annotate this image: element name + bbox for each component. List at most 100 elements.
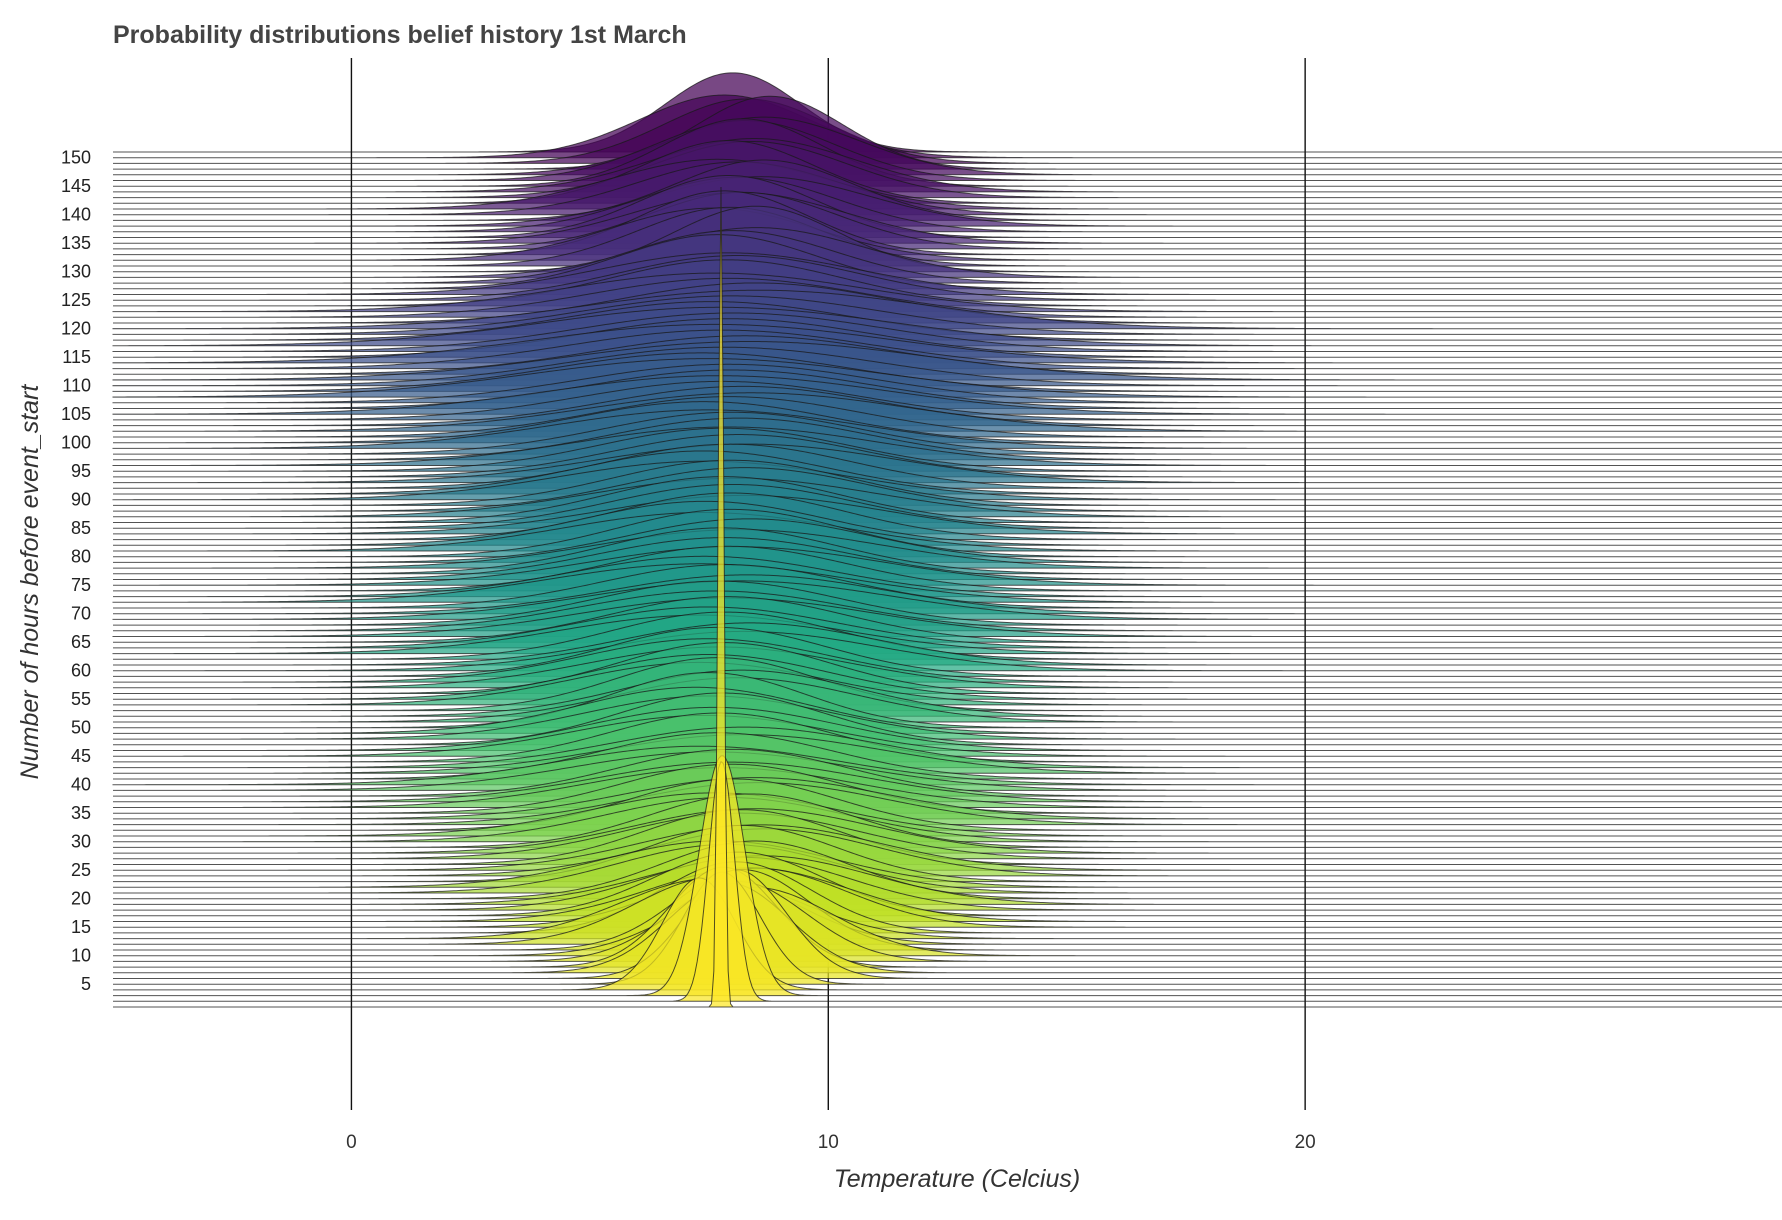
x-tick-label: 20 — [1295, 1132, 1316, 1153]
y-tick-label: 105 — [61, 404, 91, 424]
y-tick-label: 35 — [71, 803, 91, 823]
ridge-hour-99 — [112, 409, 1782, 449]
y-tick-label: 80 — [71, 547, 91, 567]
y-tick-label: 50 — [71, 718, 91, 738]
ridge-hour-75 — [113, 546, 1782, 586]
ridge-hour-78 — [113, 529, 1782, 569]
ridge-hour-95 — [113, 427, 1782, 472]
ridge-hour-50 — [113, 672, 1782, 729]
ridge-hour-42 — [113, 734, 1782, 774]
y-tick-label: 145 — [61, 176, 91, 196]
ridge-hour-39 — [113, 751, 1782, 791]
ridge-hour-135 — [113, 191, 1782, 244]
ridge-hour-4 — [113, 877, 1782, 991]
y-tick-label: 70 — [71, 604, 91, 624]
ridge-hour-3 — [113, 755, 1782, 997]
ridge-hour-13 — [113, 877, 1782, 940]
ridge-hour-125 — [113, 255, 1782, 301]
y-tick-label: 90 — [71, 490, 91, 510]
ridge-hour-151 — [113, 72, 1782, 153]
ridge-hour-138 — [113, 176, 1782, 227]
ridge-hour-86 — [113, 476, 1782, 523]
ridge-hour-2 — [113, 760, 1782, 1002]
y-tick-label: 10 — [71, 946, 91, 966]
ridge-hour-18 — [113, 856, 1782, 911]
ridge-hour-63 — [112, 614, 1782, 655]
ridge-hour-84 — [113, 494, 1782, 535]
y-tick-label: 20 — [71, 889, 91, 909]
ridge-hour-9 — [113, 881, 1782, 962]
ridge-hour-32 — [113, 778, 1782, 831]
y-tick-label: 30 — [71, 832, 91, 852]
y-tick-label: 60 — [71, 661, 91, 681]
ridge-hour-148 — [113, 95, 1782, 170]
ridge-hour-133 — [113, 190, 1782, 256]
x-axis-label: Temperature (Celcius) — [834, 1165, 1080, 1193]
ridge-hour-81 — [113, 511, 1782, 552]
ridge-hour-51 — [113, 677, 1782, 723]
ridge-hour-52 — [113, 669, 1782, 717]
y-tick-label: 140 — [61, 205, 91, 225]
y-tick-label: 5 — [81, 974, 91, 994]
ridge-hour-71 — [113, 564, 1782, 609]
ridge-hour-142 — [113, 140, 1782, 204]
ridge-hour-90 — [112, 460, 1782, 501]
y-tick-label: 125 — [61, 290, 91, 310]
ridge-hour-76 — [113, 537, 1782, 580]
ridge-hour-28 — [113, 808, 1782, 854]
ridge-hour-77 — [113, 527, 1782, 575]
ridge-hour-140 — [113, 161, 1782, 216]
ridge-hour-1 — [113, 186, 1782, 1008]
ridge-hour-38 — [113, 748, 1782, 797]
ridge-hour-104 — [113, 380, 1782, 421]
y-tick-label: 55 — [71, 689, 91, 709]
ridge-hour-59 — [113, 626, 1782, 677]
ridge-hour-16 — [113, 867, 1782, 922]
ridge-hour-144 — [113, 138, 1782, 193]
ridge-hour-131 — [113, 206, 1782, 267]
ridge-hour-136 — [113, 175, 1782, 238]
y-tick-label: 100 — [61, 433, 91, 453]
ridge-hour-80 — [113, 508, 1782, 558]
ridge-hour-72 — [112, 563, 1782, 603]
ridge-hour-47 — [113, 692, 1782, 746]
ridge-hour-19 — [113, 855, 1782, 905]
ridge-hour-66 — [112, 597, 1782, 637]
chart-title: Probability distributions belief history… — [113, 21, 687, 49]
ridge-hour-17 — [113, 851, 1782, 917]
ridge-hour-37 — [113, 761, 1782, 803]
ridge-hour-14 — [113, 861, 1782, 934]
ridge-hour-58 — [113, 638, 1782, 683]
y-tick-label: 115 — [62, 347, 91, 367]
ridge-hour-29 — [113, 793, 1782, 848]
ridge-hour-128 — [113, 230, 1782, 284]
ridge-hour-20 — [113, 840, 1782, 900]
ridge-hour-65 — [113, 596, 1782, 643]
ridge-hour-98 — [113, 411, 1782, 455]
ridge-hour-22 — [113, 840, 1782, 888]
ridge-hour-48 — [113, 695, 1782, 740]
y-tick-label: 150 — [61, 148, 91, 168]
ridge-hour-56 — [113, 642, 1782, 694]
ridge-hour-85 — [113, 483, 1782, 529]
ridge-hour-25 — [113, 824, 1782, 871]
y-tick-label: 85 — [71, 518, 91, 538]
ridge-hour-30 — [113, 796, 1782, 843]
ridge-hour-124 — [113, 259, 1782, 307]
y-tick-label: 95 — [71, 461, 91, 481]
y-tick-label: 110 — [62, 376, 91, 396]
ridge-hour-149 — [113, 98, 1782, 164]
ridge-hour-7 — [113, 882, 1782, 974]
y-tick-label: 15 — [71, 917, 91, 937]
ridge-hour-129 — [113, 227, 1782, 278]
ridge-hour-134 — [113, 191, 1782, 250]
ridge-hour-61 — [113, 622, 1782, 666]
ridge-hour-139 — [113, 159, 1782, 221]
y-tick-label: 45 — [71, 746, 91, 766]
ridge-hour-12 — [113, 876, 1782, 945]
ridge-hour-33 — [113, 782, 1782, 826]
y-tick-label: 120 — [61, 319, 91, 339]
ridge-hour-147 — [113, 116, 1782, 176]
ridge-hour-27 — [113, 812, 1782, 860]
